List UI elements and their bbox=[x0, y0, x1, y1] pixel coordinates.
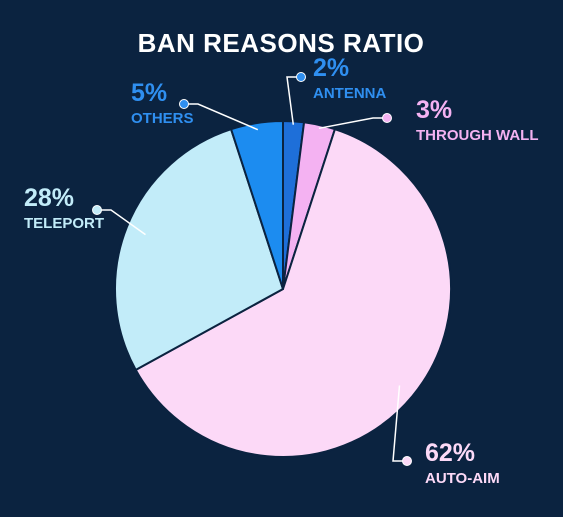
leader-dot-auto-aim bbox=[402, 456, 412, 466]
slice-label-teleport: TELEPORT bbox=[24, 215, 104, 232]
slice-label-through-wall: THROUGH WALL bbox=[416, 127, 538, 144]
pie-slice-teleport bbox=[114, 128, 284, 371]
slice-percent-teleport: 28% bbox=[24, 184, 74, 212]
slice-label-auto-aim: AUTO-AIM bbox=[425, 470, 500, 487]
slice-percent-auto-aim: 62% bbox=[425, 439, 475, 467]
leader-dot-through-wall bbox=[382, 113, 392, 123]
slice-percent-others: 5% bbox=[131, 79, 167, 107]
leader-dot-teleport bbox=[92, 205, 102, 215]
slice-percent-antenna: 2% bbox=[313, 54, 349, 82]
slice-label-antenna: ANTENNA bbox=[313, 85, 386, 102]
pie-slice-auto-aim bbox=[134, 128, 452, 458]
leader-dot-others bbox=[179, 99, 189, 109]
pie-slice-others bbox=[230, 120, 284, 290]
slice-percent-through-wall: 3% bbox=[416, 96, 452, 124]
leader-dot-antenna bbox=[296, 72, 306, 82]
chart-title: BAN REASONS RATIO bbox=[138, 28, 425, 58]
leader-line-through-wall bbox=[318, 117, 387, 130]
leader-line-antenna bbox=[286, 76, 301, 125]
slice-label-others: OTHERS bbox=[131, 110, 194, 127]
